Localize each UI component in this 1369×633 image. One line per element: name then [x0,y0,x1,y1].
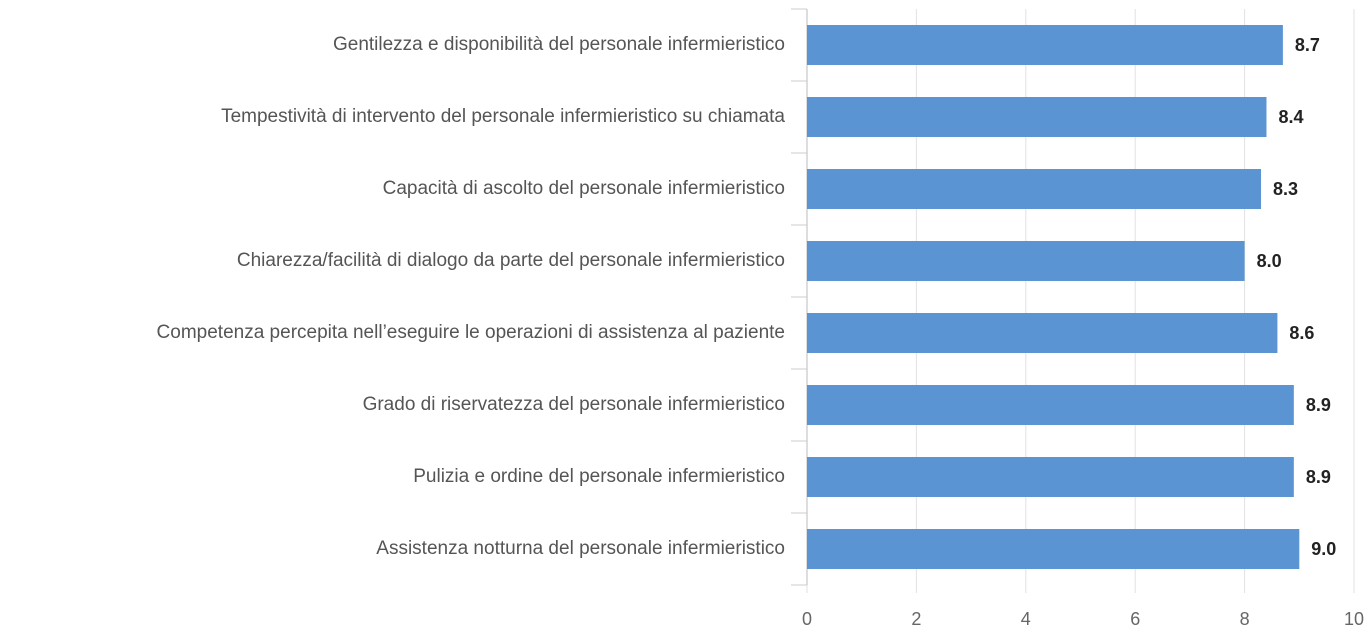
x-tick-label: 2 [911,609,921,629]
category-label: Tempestività di intervento del personale… [221,106,785,127]
value-label: 8.7 [1295,35,1320,55]
x-tick-label: 6 [1130,609,1140,629]
x-tick-label: 10 [1344,609,1364,629]
bar [807,529,1300,569]
category-label: Assistenza notturna del personale inferm… [376,538,785,559]
bar [807,457,1294,497]
value-label: 8.9 [1306,395,1331,415]
value-label: 8.3 [1273,179,1298,199]
category-label: Competenza percepita nell’eseguire le op… [157,322,785,343]
value-label: 8.4 [1278,107,1303,127]
bar [807,97,1267,137]
value-label: 9.0 [1311,539,1336,559]
category-label: Pulizia e ordine del personale infermier… [413,466,785,487]
category-label: Gentilezza e disponibilità del personale… [333,34,785,55]
x-tick-label: 8 [1240,609,1250,629]
bar [807,169,1262,209]
x-tick-label: 0 [802,609,812,629]
bar [807,241,1245,281]
bar [807,385,1294,425]
category-label: Grado di riservatezza del personale infe… [363,394,785,415]
category-label: Capacità di ascolto del personale inferm… [383,178,785,199]
value-label: 8.0 [1257,251,1282,271]
value-label: 8.6 [1289,323,1314,343]
category-label: Chiarezza/facilità di dialogo da parte d… [237,250,785,271]
value-label: 8.9 [1306,467,1331,487]
bar [807,313,1278,353]
x-tick-label: 4 [1021,609,1031,629]
bar [807,25,1283,65]
